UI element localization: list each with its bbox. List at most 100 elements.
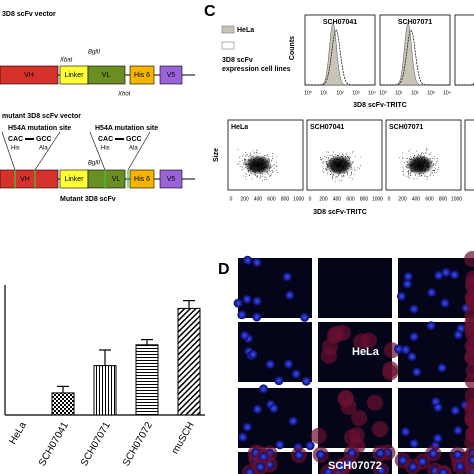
mutant-label: Mutant 3D8 scFv xyxy=(60,196,116,203)
scatter-dot xyxy=(327,157,329,158)
scatter-dot xyxy=(426,149,427,151)
cell-red xyxy=(351,410,368,427)
cell-nucleus xyxy=(437,363,447,373)
cell-nucleus xyxy=(248,350,258,360)
scatter-dot xyxy=(325,157,327,159)
scatter-dot xyxy=(276,162,277,163)
scatter-dot xyxy=(419,175,421,177)
scatter-dot xyxy=(434,170,435,172)
tick-label: 600 xyxy=(346,196,355,202)
scatter-dot xyxy=(353,161,355,163)
scatter-dot xyxy=(346,174,348,176)
scatter-dot xyxy=(406,158,408,159)
cell-nucleus xyxy=(305,441,315,451)
scatter-dot xyxy=(433,155,435,157)
codon: CAC xyxy=(98,136,113,143)
cell-nucleus xyxy=(398,455,408,465)
cell-red xyxy=(465,412,474,429)
axis-label: 3D8 scFv-TRITC xyxy=(353,102,407,109)
site-label: BglII xyxy=(88,50,100,56)
cell-nucleus xyxy=(282,272,292,282)
scatter-dot xyxy=(271,160,273,162)
scatter-frame xyxy=(227,119,304,191)
legend-label: 3D8 scFv xyxy=(222,57,253,64)
tick-label: 1000 xyxy=(372,196,383,202)
cell-nucleus xyxy=(412,367,422,377)
scatter-dot xyxy=(424,152,426,154)
cell-nucleus xyxy=(316,450,326,460)
histogram-label: SCH07071 xyxy=(398,19,432,26)
category-label: muSCH xyxy=(170,420,197,456)
scatter-dot xyxy=(407,175,409,177)
cell-nucleus xyxy=(402,279,412,289)
tick-label: 10³ xyxy=(427,90,435,96)
scatter-dot xyxy=(330,155,332,156)
scatter-dot xyxy=(326,173,328,175)
scatter-dot xyxy=(409,173,411,175)
tick-label: 0 xyxy=(230,196,233,202)
scatter-dot xyxy=(330,174,331,175)
scatter-frame xyxy=(306,119,383,191)
scatter-dot xyxy=(426,149,428,151)
tick-label: 1000 xyxy=(293,196,304,202)
cell-nucleus xyxy=(438,468,448,474)
scatter-dot xyxy=(256,175,258,177)
scatter-dot xyxy=(257,176,259,178)
scatter-dot xyxy=(242,159,243,161)
scatter-dot xyxy=(435,162,437,164)
tick-label: 10² xyxy=(411,90,419,96)
cell-red xyxy=(321,338,338,355)
tick-label: 10³ xyxy=(352,90,360,96)
scatter-dot xyxy=(354,169,355,171)
scatter-dot xyxy=(429,175,431,177)
scatter-dot xyxy=(244,159,246,161)
scatter-dot xyxy=(272,165,273,167)
scatter-dot xyxy=(432,158,433,160)
scatter-dot xyxy=(357,167,359,169)
scatter-dot xyxy=(245,178,247,180)
scatter-dot xyxy=(244,173,246,174)
scatter-dot xyxy=(335,154,336,156)
cell-red xyxy=(465,295,474,312)
site-label: BglII xyxy=(88,161,100,167)
scatter-dot xyxy=(354,167,355,169)
scatter-dot xyxy=(255,176,257,178)
scatter-dot xyxy=(329,155,331,157)
category-label: SCH07072 xyxy=(121,420,155,468)
cell-red xyxy=(464,398,474,415)
tick-label: 400 xyxy=(412,196,421,202)
scatter-dot xyxy=(272,171,274,172)
scatter-dot xyxy=(403,171,404,172)
scatter-dot xyxy=(428,153,430,155)
scatter-dot xyxy=(414,174,416,176)
scatter-dot xyxy=(272,152,273,154)
histogram-frame xyxy=(379,14,451,86)
scatter-dot xyxy=(327,151,329,153)
scatter-dot xyxy=(424,175,425,177)
category-label: HeLa xyxy=(7,420,29,447)
scatter-dot xyxy=(254,152,256,153)
scatter-dot xyxy=(239,160,241,162)
scatter-dot xyxy=(259,175,261,177)
cell-nucleus xyxy=(243,255,253,265)
aa: His xyxy=(11,146,20,152)
aa: Ala xyxy=(39,146,48,152)
axis-label: 3D8 scFv-TRITC xyxy=(313,209,367,216)
micrograph xyxy=(238,388,312,448)
scatter-dot xyxy=(398,157,400,159)
cell-nucleus xyxy=(433,402,443,412)
scatter-dot xyxy=(264,179,265,181)
cell-nucleus xyxy=(269,403,279,413)
scatter-dot xyxy=(409,149,411,151)
scatter-dot xyxy=(323,171,325,173)
image-label: SCH07072 xyxy=(328,460,382,472)
cell-nucleus xyxy=(242,294,252,304)
scatter-dot xyxy=(347,156,348,157)
scatter-dot xyxy=(248,156,249,158)
cell-red xyxy=(348,427,365,444)
legend-label: HeLa xyxy=(237,27,254,34)
tick-label: 400 xyxy=(333,196,342,202)
scatter-dot xyxy=(241,166,243,168)
scatter-dot xyxy=(426,176,427,177)
